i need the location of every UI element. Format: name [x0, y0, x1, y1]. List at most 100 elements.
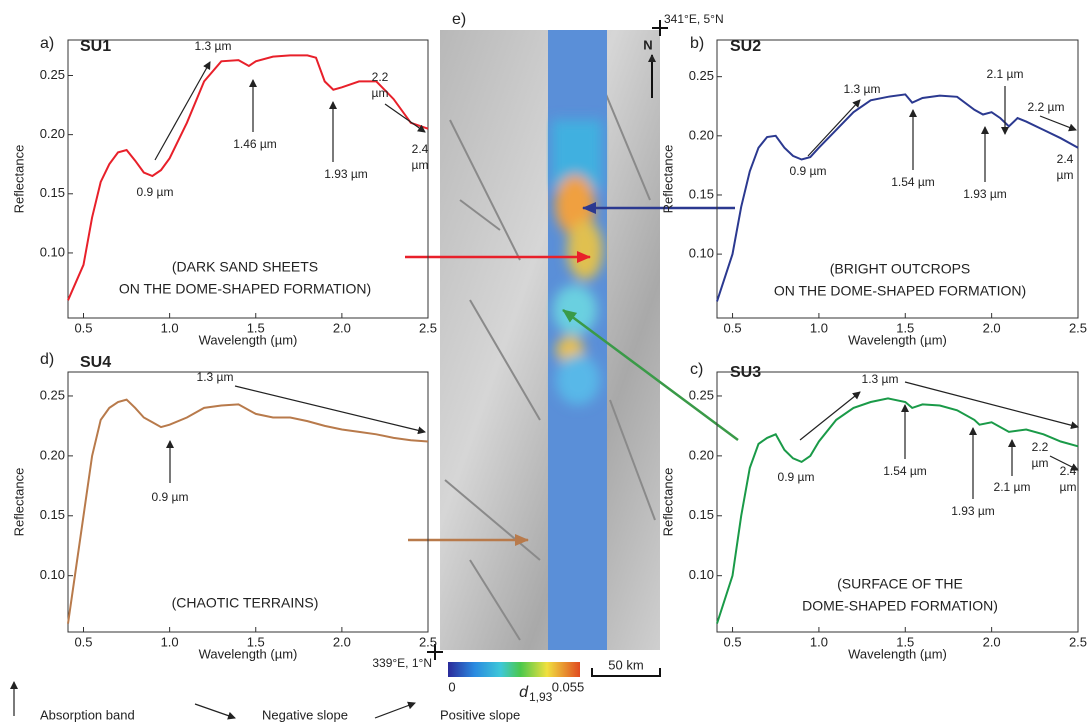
y-tick-label: 0.20	[689, 447, 714, 462]
caption: (DARK SAND SHEETS	[172, 259, 318, 275]
annotation: µm	[1060, 480, 1077, 494]
chart-title: SU2	[730, 38, 761, 55]
y-axis-label: Reflectance	[11, 468, 26, 537]
x-tick-label: 1.0	[810, 634, 828, 649]
x-tick-label: 2.0	[333, 634, 351, 649]
annotation: 2.4	[1060, 464, 1077, 478]
y-tick-label: 0.10	[689, 246, 714, 261]
y-axis-label: Reflectance	[660, 468, 675, 537]
corner-top: 341°E, 5°N	[664, 12, 724, 26]
annotation: 2.2 µm	[1028, 100, 1065, 114]
legend-label: Absorption band	[40, 707, 135, 722]
x-tick-label: 1.0	[161, 320, 179, 335]
caption: ON THE DOME-SHAPED FORMATION)	[774, 283, 1026, 299]
x-tick-label: 2.0	[983, 320, 1001, 335]
chart-title: SU1	[80, 38, 111, 55]
annotation: 0.9 µm	[137, 185, 174, 199]
colorbar-tick-label: 0.055	[552, 679, 585, 694]
annotation-arrow	[154, 61, 211, 161]
y-tick-label: 0.20	[689, 127, 714, 142]
y-tick-label: 0.10	[689, 567, 714, 582]
x-tick-label: 0.5	[74, 634, 92, 649]
annotation-arrow	[1049, 455, 1079, 471]
y-tick-label: 0.25	[689, 387, 714, 402]
x-tick-label: 1.0	[810, 320, 828, 335]
x-tick-label: 2.5	[419, 634, 437, 649]
annotation: 1.93 µm	[963, 187, 1007, 201]
x-tick-label: 1.5	[247, 320, 265, 335]
x-tick-label: 1.0	[161, 634, 179, 649]
corner-cross	[427, 644, 443, 660]
y-tick-label: 0.25	[40, 387, 65, 402]
annotation: 0.9 µm	[790, 164, 827, 178]
y-tick-label: 0.10	[40, 244, 65, 259]
x-tick-label: 0.5	[724, 634, 742, 649]
annotation: µm	[372, 86, 389, 100]
caption: ON THE DOME-SHAPED FORMATION)	[119, 281, 371, 297]
x-tick-label: 2.0	[333, 320, 351, 335]
plot-frame	[716, 39, 1079, 319]
colorbar-tick-label: 0	[448, 679, 455, 694]
x-tick-label: 2.0	[983, 634, 1001, 649]
annotation: 2.1 µm	[994, 480, 1031, 494]
annotation: 1.3 µm	[862, 372, 899, 386]
caption: DOME-SHAPED FORMATION)	[802, 598, 998, 614]
x-tick-label: 0.5	[724, 320, 742, 335]
chart-title: SU4	[80, 354, 111, 371]
panel-label: c)	[690, 361, 703, 378]
annotation: 1.46 µm	[233, 137, 277, 151]
map-image	[440, 30, 660, 650]
y-tick-label: 0.20	[40, 126, 65, 141]
annotation-arrow	[807, 99, 861, 157]
annotation-arrow	[799, 391, 861, 441]
colorbar-subscript: 1,93	[529, 690, 553, 704]
scale-bar	[591, 668, 661, 677]
annotation: 2.4	[412, 142, 429, 156]
panel-label: a)	[40, 35, 54, 52]
y-axis-label: Reflectance	[11, 145, 26, 214]
x-tick-label: 1.5	[247, 634, 265, 649]
legend-icon	[374, 701, 416, 719]
annotation: 1.3 µm	[197, 370, 234, 384]
spectrum-line	[716, 397, 1079, 624]
corner-cross	[652, 20, 668, 36]
caption: (SURFACE OF THE	[837, 576, 963, 592]
y-tick-label: 0.20	[40, 447, 65, 462]
spectrum-line	[67, 398, 429, 624]
plot-frame	[67, 371, 429, 633]
x-tick-label: 1.5	[896, 320, 914, 335]
annotation: 1.54 µm	[891, 175, 935, 189]
annotation-arrow	[904, 381, 1079, 430]
scale-label: 50 km	[608, 657, 643, 672]
spectrum-line	[716, 93, 1079, 302]
x-axis-label: Wavelength (µm)	[199, 646, 298, 661]
y-axis-label: Reflectance	[660, 145, 675, 214]
panel-label: d)	[40, 351, 54, 368]
annotation: 2.2	[1032, 440, 1049, 454]
x-tick-label: 2.5	[1069, 320, 1087, 335]
annotation: µm	[1057, 168, 1074, 182]
caption: (CHAOTIC TERRAINS)	[172, 595, 319, 611]
x-axis-label: Wavelength (µm)	[848, 646, 947, 661]
colorbar	[448, 662, 580, 677]
plot-frame	[716, 371, 1079, 633]
map-panel: e)	[452, 11, 466, 28]
plot-frame	[67, 39, 429, 319]
y-tick-label: 0.15	[40, 185, 65, 200]
annotation: 1.93 µm	[951, 504, 995, 518]
annotation: 1.54 µm	[883, 464, 927, 478]
y-tick-label: 0.15	[689, 186, 714, 201]
x-tick-label: 0.5	[74, 320, 92, 335]
annotation: 1.93 µm	[324, 167, 368, 181]
legend-label: Positive slope	[440, 707, 520, 722]
caption: (BRIGHT OUTCROPS	[830, 261, 971, 277]
annotation: 0.9 µm	[152, 490, 189, 504]
colorbar-symbol: d	[519, 684, 529, 701]
annotation: 0.9 µm	[778, 470, 815, 484]
y-tick-label: 0.15	[689, 507, 714, 522]
y-tick-label: 0.25	[40, 67, 65, 82]
north-label: N	[643, 37, 652, 52]
x-axis-label: Wavelength (µm)	[848, 332, 947, 347]
x-tick-label: 2.5	[1069, 634, 1087, 649]
